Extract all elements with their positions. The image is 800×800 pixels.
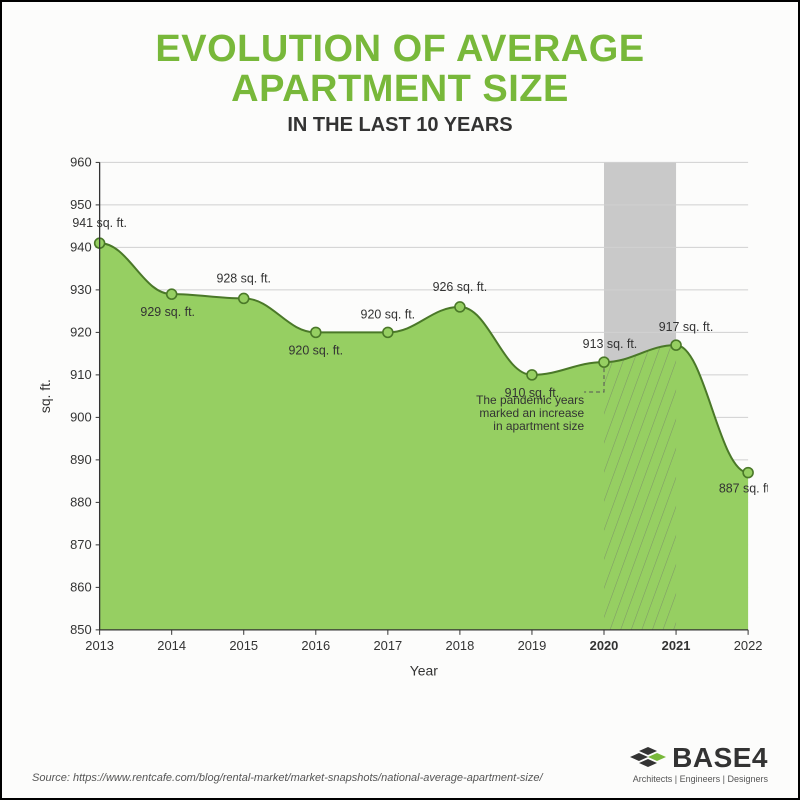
data-label: 920 sq. ft. — [289, 343, 344, 357]
x-tick-label: 2018 — [446, 638, 475, 653]
y-tick-label: 860 — [70, 579, 92, 594]
highlight-hatch — [604, 345, 676, 630]
data-marker — [455, 302, 465, 312]
annotation-text: The pandemic years — [476, 393, 584, 407]
y-tick-label: 870 — [70, 537, 92, 552]
y-tick-label: 930 — [70, 282, 92, 297]
data-label: 917 sq. ft. — [659, 320, 714, 334]
data-marker — [383, 327, 393, 337]
y-tick-label: 920 — [70, 324, 92, 339]
x-tick-label: 2019 — [518, 638, 547, 653]
data-label: 887 sq. ft. — [719, 481, 768, 495]
subtitle: IN THE LAST 10 YEARS — [32, 114, 768, 137]
logo-block: BASE4 Architects | Engineers | Designers — [630, 742, 768, 784]
data-marker — [239, 293, 249, 303]
brand-name: BASE4 — [672, 742, 768, 774]
y-tick-label: 960 — [70, 154, 92, 169]
x-tick-label: 2021 — [662, 638, 691, 653]
x-tick-label: 2015 — [229, 638, 258, 653]
x-tick-label: 2017 — [373, 638, 402, 653]
data-label: 913 sq. ft. — [583, 337, 638, 351]
main-title: EVOLUTION OF AVERAGE APARTMENT SIZE — [32, 30, 768, 110]
data-marker — [671, 340, 681, 350]
title-line-1: EVOLUTION OF AVERAGE — [155, 28, 644, 70]
x-tick-label: 2016 — [301, 638, 330, 653]
chart-svg: 850860870880890900910920930940950960941 … — [32, 151, 768, 691]
data-label: 926 sq. ft. — [433, 280, 488, 294]
data-label: 920 sq. ft. — [361, 307, 416, 321]
x-tick-label: 2013 — [85, 638, 114, 653]
data-marker — [743, 467, 753, 477]
brand-cube-icon — [630, 743, 666, 773]
data-label: 928 sq. ft. — [216, 271, 271, 285]
x-axis-label: Year — [410, 662, 438, 678]
y-tick-label: 910 — [70, 367, 92, 382]
data-marker — [167, 289, 177, 299]
source-citation: Source: https://www.rentcafe.com/blog/re… — [32, 772, 543, 784]
data-marker — [599, 357, 609, 367]
y-tick-label: 880 — [70, 494, 92, 509]
y-tick-label: 950 — [70, 197, 92, 212]
data-marker — [527, 370, 537, 380]
annotation-text: marked an increase — [479, 406, 584, 420]
y-tick-label: 900 — [70, 409, 92, 424]
y-axis-label: sq. ft. — [37, 379, 53, 413]
y-tick-label: 940 — [70, 239, 92, 254]
x-tick-label: 2020 — [590, 638, 619, 653]
infographic-frame: EVOLUTION OF AVERAGE APARTMENT SIZE IN T… — [0, 0, 800, 800]
x-tick-label: 2014 — [157, 638, 186, 653]
chart-area: 850860870880890900910920930940950960941 … — [32, 151, 768, 691]
brand-tagline: Architects | Engineers | Designers — [630, 774, 768, 784]
title-line-2: APARTMENT SIZE — [231, 68, 569, 110]
annotation-text: in apartment size — [493, 419, 584, 433]
y-tick-label: 890 — [70, 452, 92, 467]
x-tick-label: 2022 — [734, 638, 763, 653]
data-label: 929 sq. ft. — [140, 305, 195, 319]
y-tick-label: 850 — [70, 622, 92, 637]
data-marker — [311, 327, 321, 337]
